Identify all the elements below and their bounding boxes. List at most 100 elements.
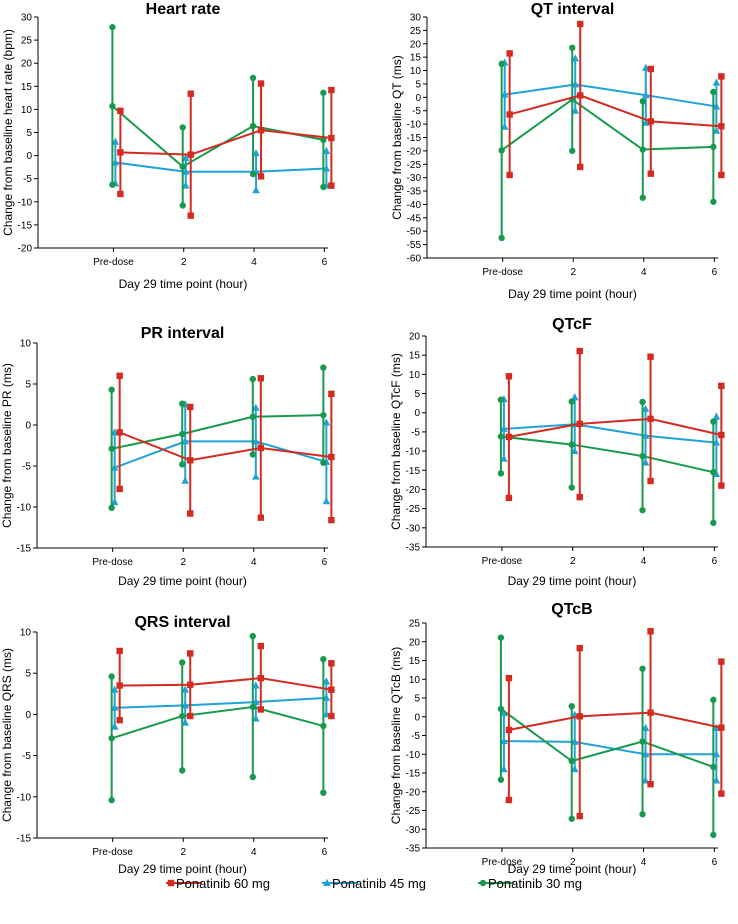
data-point <box>570 737 579 745</box>
error-bar-cap-upper <box>320 89 327 96</box>
error-bar-cap-lower <box>576 493 583 501</box>
error-bar-cap-upper <box>257 80 265 87</box>
data-point <box>577 92 584 99</box>
error-bar-cap-upper <box>639 665 646 672</box>
error-bar-cap-lower <box>497 470 505 477</box>
data-point <box>576 713 583 720</box>
legend: Ponatinib 60 mg Ponatinib 45 mg Ponatinib … <box>166 876 582 891</box>
x-tick-label: 4 <box>641 267 647 278</box>
error-bar-cap-upper <box>647 353 654 360</box>
y-tick-label: 0 <box>25 710 31 721</box>
error-bar-cap-upper <box>497 396 505 403</box>
series-line <box>111 414 324 450</box>
data-point <box>116 682 123 689</box>
y-tick-label: -10 <box>17 503 32 514</box>
data-point <box>710 468 717 476</box>
error-bar-cap-lower <box>187 212 194 219</box>
x-tick-label: 6 <box>712 267 718 278</box>
error-bar-cap-lower <box>117 190 124 198</box>
error-bar-cap-upper <box>110 685 119 693</box>
error-bar-cap-upper <box>320 655 327 663</box>
error-bar-cap-upper <box>249 74 257 82</box>
error-bar-cap-lower <box>187 510 194 517</box>
error-bar-cap-upper <box>257 642 264 650</box>
data-point <box>641 431 650 439</box>
error-bar-cap-lower <box>718 171 725 179</box>
y-tick-label: -15 <box>406 769 421 780</box>
y-tick-label: -5 <box>22 462 31 473</box>
data-point <box>328 134 335 142</box>
error-bar-cap-upper <box>497 634 505 641</box>
data-point <box>568 441 575 448</box>
error-bar-cap-lower <box>570 446 579 455</box>
error-bar-cap-upper <box>322 146 331 154</box>
x-tick-label: 4 <box>251 847 257 858</box>
error-bar-cap-upper <box>498 60 505 68</box>
series-line <box>119 677 332 691</box>
series-line <box>500 708 714 768</box>
error-bar-cap-lower <box>320 789 327 796</box>
chart-title: QRS interval <box>134 614 230 631</box>
error-bar-cap-upper <box>181 153 190 161</box>
y-tick-label: -35 <box>406 844 421 855</box>
error-bar-cap-upper <box>641 723 650 731</box>
data-point <box>322 693 331 701</box>
y-axis-label: Change from baseline QTcF (ms) <box>389 353 403 530</box>
data-point <box>116 429 123 436</box>
error-bar-cap-upper <box>647 628 654 635</box>
data-point <box>639 146 646 153</box>
y-tick-label: 30 <box>21 13 33 24</box>
error-bar-cap-lower <box>322 497 331 505</box>
data-point <box>320 411 327 419</box>
series-group <box>109 23 327 209</box>
error-bar-cap-lower <box>181 476 190 484</box>
x-tick-label: Pre-dose <box>92 557 133 568</box>
y-tick-label: -40 <box>407 200 422 211</box>
error-bar-cap-lower <box>108 796 115 804</box>
y-tick-label: -20 <box>407 146 422 157</box>
error-bar-cap-upper <box>320 364 327 371</box>
error-bar-cap-upper <box>257 375 264 382</box>
data-point <box>639 452 646 460</box>
error-bar-cap-upper <box>641 404 650 412</box>
data-point <box>320 722 327 730</box>
y-tick-label: -55 <box>407 240 422 251</box>
data-point <box>257 674 264 682</box>
data-point <box>328 453 335 461</box>
data-point <box>257 444 264 452</box>
error-bar-cap-upper <box>505 373 513 380</box>
y-tick-label: 0 <box>25 421 31 432</box>
x-tick-label: 2 <box>570 267 576 278</box>
error-bar-cap-lower <box>498 234 505 242</box>
y-tick-label: -5 <box>411 731 420 742</box>
data-point <box>498 147 505 154</box>
error-bar-cap-upper <box>187 650 194 657</box>
error-bar-cap-upper <box>249 375 256 383</box>
data-point <box>500 90 509 98</box>
data-point <box>249 703 256 711</box>
chart-panel: Heart rate 30 25 20 15 10 5 0 -5 -10 -15 -20 Pre-dos… <box>1 1 335 291</box>
error-bar-cap-lower <box>712 469 721 478</box>
chart-title: Heart rate <box>146 1 221 18</box>
y-tick-label: -15 <box>17 834 32 845</box>
y-tick-label: -5 <box>23 174 32 185</box>
y-tick-label: -60 <box>407 254 422 265</box>
error-bar-cap-lower <box>647 170 654 177</box>
error-bar-cap-lower <box>639 506 646 514</box>
error-bar-cap-upper <box>568 703 575 710</box>
error-bar-cap-lower <box>320 183 327 191</box>
series-group <box>111 137 331 194</box>
series-group <box>505 628 725 820</box>
series-line <box>503 423 717 444</box>
error-bar-cap-upper <box>569 44 576 51</box>
data-point <box>257 126 265 134</box>
error-bar-cap-upper <box>571 54 580 62</box>
data-point <box>641 90 650 99</box>
y-tick-label: -20 <box>406 787 421 798</box>
y-tick-label: -30 <box>407 173 422 184</box>
y-tick-label: -5 <box>411 427 420 438</box>
x-axis-label: Day 29 time point (hour) <box>508 287 637 301</box>
y-tick-label: 5 <box>26 128 32 139</box>
series-line <box>500 435 714 474</box>
